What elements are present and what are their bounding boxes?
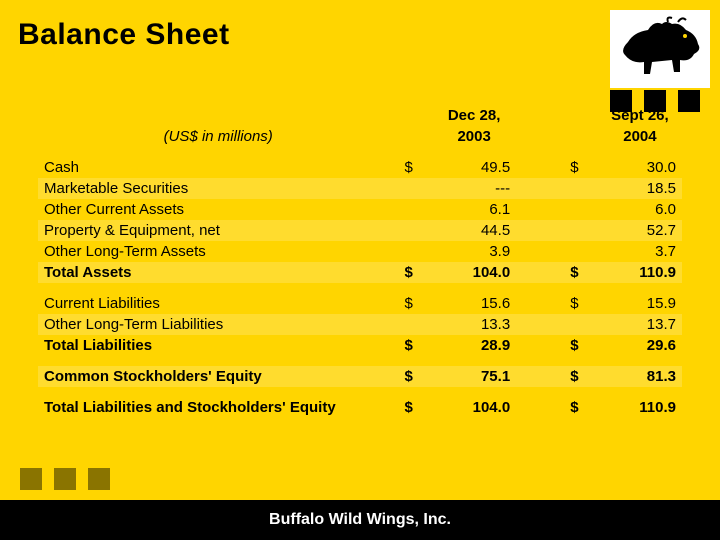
currency-symbol: $ — [564, 397, 598, 418]
cell-value: 104.0 — [432, 262, 516, 283]
col2-header-line1: Sept 26, — [598, 105, 682, 126]
currency-symbol — [398, 178, 432, 199]
currency-symbol: $ — [398, 157, 432, 178]
table-row: Total Liabilities$28.9$29.6 — [38, 335, 682, 356]
table-row: Total Liabilities and Stockholders' Equi… — [38, 397, 682, 418]
cell-value: 29.6 — [598, 335, 682, 356]
currency-symbol: $ — [398, 335, 432, 356]
table-row: Property & Equipment, net 44.5 52.7 — [38, 220, 682, 241]
row-label: Total Liabilities — [38, 335, 398, 356]
cell-value: 6.0 — [598, 199, 682, 220]
cell-value: 6.1 — [432, 199, 516, 220]
cell-value: 110.9 — [598, 397, 682, 418]
currency-symbol — [564, 241, 598, 262]
cell-value: 28.9 — [432, 335, 516, 356]
square-icon — [54, 468, 76, 490]
cell-value: 3.7 — [598, 241, 682, 262]
table-row: Other Current Assets 6.1 6.0 — [38, 199, 682, 220]
cell-value: 104.0 — [432, 397, 516, 418]
currency-symbol — [564, 178, 598, 199]
row-label: Current Liabilities — [38, 293, 398, 314]
table-row: Current Liabilities$15.6$15.9 — [38, 293, 682, 314]
currency-symbol — [398, 220, 432, 241]
currency-symbol — [398, 199, 432, 220]
currency-symbol: $ — [564, 335, 598, 356]
cell-value: 30.0 — [598, 157, 682, 178]
cell-value: 52.7 — [598, 220, 682, 241]
row-label: Property & Equipment, net — [38, 220, 398, 241]
table-row: Other Long-Term Liabilities 13.3 13.7 — [38, 314, 682, 335]
col1-header-line2: 2003 — [432, 126, 516, 147]
slide: Balance Sheet Dec 28, Sept 26, — [0, 0, 720, 540]
cell-value: 15.9 — [598, 293, 682, 314]
cell-value: 49.5 — [432, 157, 516, 178]
table-row: Common Stockholders' Equity$75.1$81.3 — [38, 366, 682, 387]
square-icon — [20, 468, 42, 490]
cell-value: 18.5 — [598, 178, 682, 199]
table-row: Total Assets$104.0$110.9 — [38, 262, 682, 283]
row-label: Other Long-Term Assets — [38, 241, 398, 262]
units-label: (US$ in millions) — [164, 128, 273, 145]
table-row: Cash$49.5$30.0 — [38, 157, 682, 178]
square-icon — [88, 468, 110, 490]
cell-value: 13.7 — [598, 314, 682, 335]
cell-value: --- — [432, 178, 516, 199]
decorative-squares-bottom — [20, 468, 110, 490]
cell-value: 75.1 — [432, 366, 516, 387]
table-row: Marketable Securities --- 18.5 — [38, 178, 682, 199]
table-row: Other Long-Term Assets 3.9 3.7 — [38, 241, 682, 262]
currency-symbol: $ — [564, 262, 598, 283]
currency-symbol: $ — [564, 157, 598, 178]
page-title: Balance Sheet — [18, 18, 230, 52]
cell-value: 13.3 — [432, 314, 516, 335]
col2-header-line2: 2004 — [598, 126, 682, 147]
footer-company-name: Buffalo Wild Wings, Inc. — [0, 500, 720, 540]
currency-symbol: $ — [398, 366, 432, 387]
row-label: Other Long-Term Liabilities — [38, 314, 398, 335]
buffalo-logo — [610, 10, 710, 88]
cell-value: 110.9 — [598, 262, 682, 283]
currency-symbol: $ — [564, 366, 598, 387]
currency-symbol: $ — [398, 262, 432, 283]
balance-sheet-table: Dec 28, Sept 26, (US$ in millions) 2003 … — [38, 105, 682, 418]
currency-symbol: $ — [398, 293, 432, 314]
cell-value: 15.6 — [432, 293, 516, 314]
row-label: Total Assets — [38, 262, 398, 283]
row-label: Total Liabilities and Stockholders' Equi… — [38, 397, 398, 418]
cell-value: 44.5 — [432, 220, 516, 241]
currency-symbol — [398, 241, 432, 262]
currency-symbol — [564, 314, 598, 335]
row-label: Other Current Assets — [38, 199, 398, 220]
cell-value: 3.9 — [432, 241, 516, 262]
row-label: Marketable Securities — [38, 178, 398, 199]
currency-symbol: $ — [398, 397, 432, 418]
currency-symbol — [564, 199, 598, 220]
col1-header-line1: Dec 28, — [432, 105, 516, 126]
currency-symbol — [564, 220, 598, 241]
row-label: Cash — [38, 157, 398, 178]
cell-value: 81.3 — [598, 366, 682, 387]
row-label: Common Stockholders' Equity — [38, 366, 398, 387]
currency-symbol — [398, 314, 432, 335]
currency-symbol: $ — [564, 293, 598, 314]
